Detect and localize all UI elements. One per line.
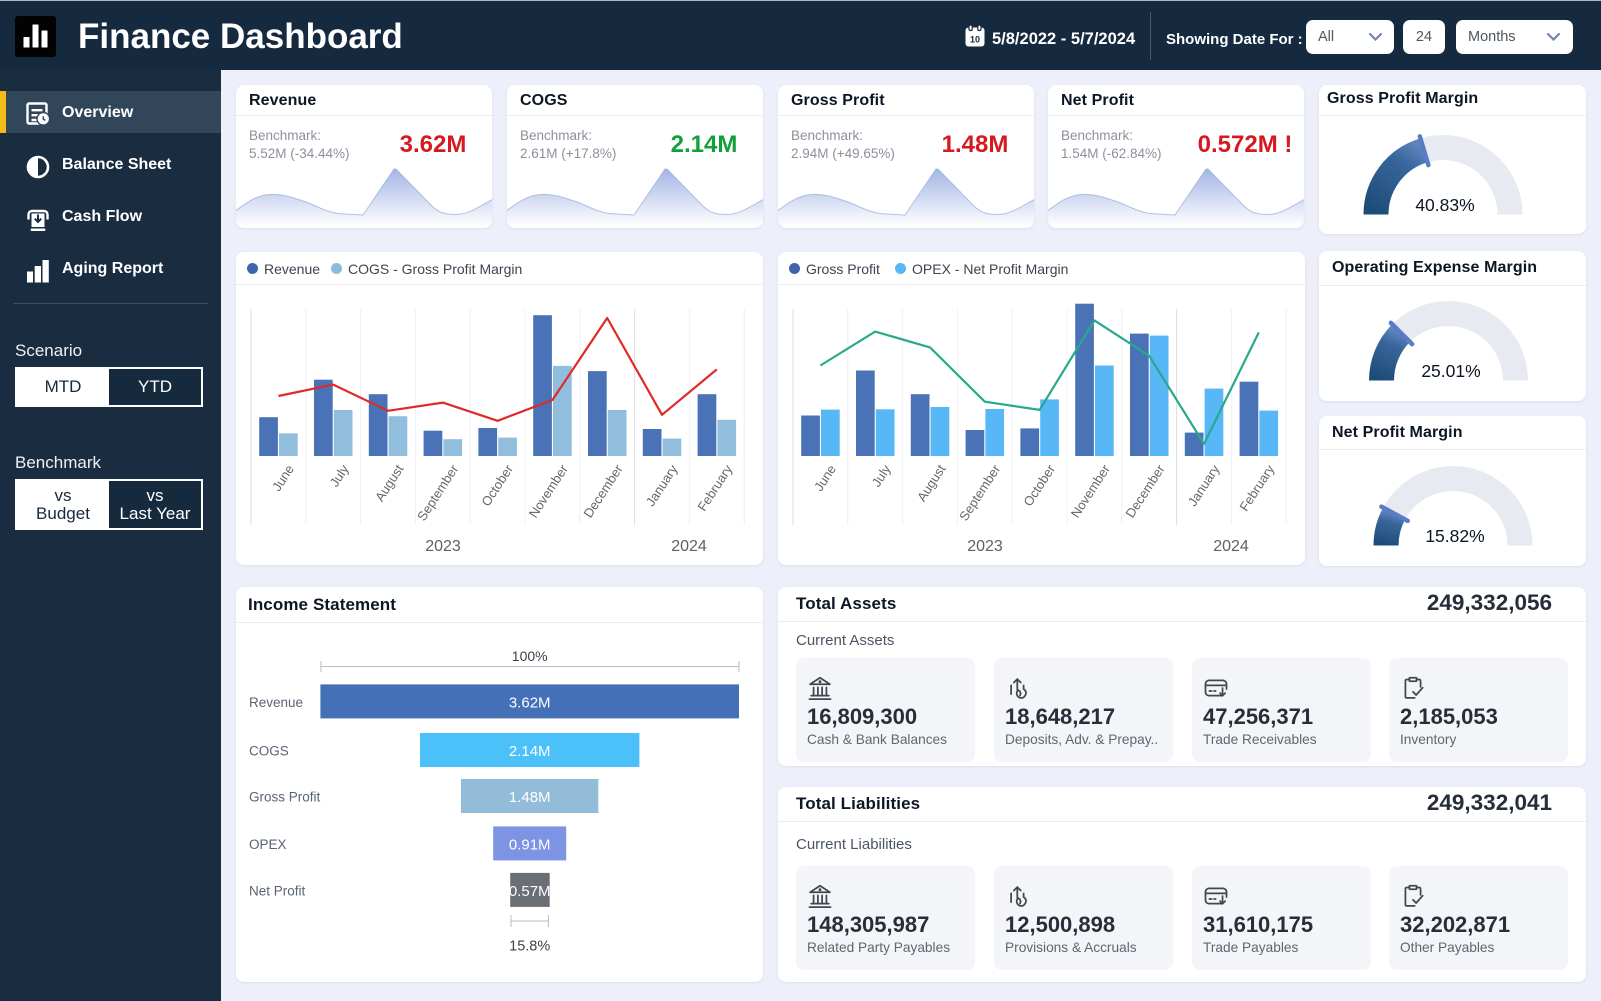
svg-text:June: June — [811, 462, 839, 494]
svg-text:Gross Profit: Gross Profit — [249, 790, 321, 805]
svg-text:January: January — [1185, 462, 1223, 509]
svg-text:December: December — [1122, 461, 1168, 520]
svg-text:February: February — [694, 462, 735, 514]
svg-text:Net Profit: Net Profit — [249, 883, 306, 898]
svg-text:2024: 2024 — [1213, 538, 1249, 555]
svg-text:July: July — [327, 462, 352, 490]
svg-text:3.62M: 3.62M — [509, 694, 551, 711]
svg-text:July: July — [869, 462, 894, 490]
svg-text:November: November — [526, 461, 572, 520]
svg-text:December: December — [580, 461, 626, 520]
svg-text:September: September — [956, 461, 1004, 523]
svg-text:2.14M: 2.14M — [509, 743, 551, 760]
svg-text:0.91M: 0.91M — [509, 836, 551, 853]
svg-text:2023: 2023 — [967, 538, 1003, 555]
svg-text:October: October — [1020, 461, 1058, 509]
svg-text:15.8%: 15.8% — [509, 939, 550, 955]
svg-text:October: October — [478, 461, 516, 509]
svg-text:10: 10 — [970, 35, 980, 45]
svg-text:OPEX: OPEX — [249, 837, 287, 852]
svg-text:August: August — [372, 462, 407, 504]
svg-text:2023: 2023 — [425, 538, 461, 555]
svg-text:June: June — [269, 462, 297, 494]
svg-text:January: January — [643, 462, 681, 509]
svg-text:100%: 100% — [512, 648, 548, 664]
svg-text:2024: 2024 — [671, 538, 707, 555]
svg-text:Revenue: Revenue — [249, 695, 303, 710]
svg-text:November: November — [1068, 461, 1114, 520]
svg-text:COGS: COGS — [249, 744, 289, 759]
svg-text:0.57M: 0.57M — [509, 883, 551, 900]
svg-text:1.48M: 1.48M — [509, 789, 551, 806]
svg-text:August: August — [914, 462, 949, 504]
svg-text:September: September — [414, 461, 462, 523]
svg-text:February: February — [1236, 462, 1277, 514]
